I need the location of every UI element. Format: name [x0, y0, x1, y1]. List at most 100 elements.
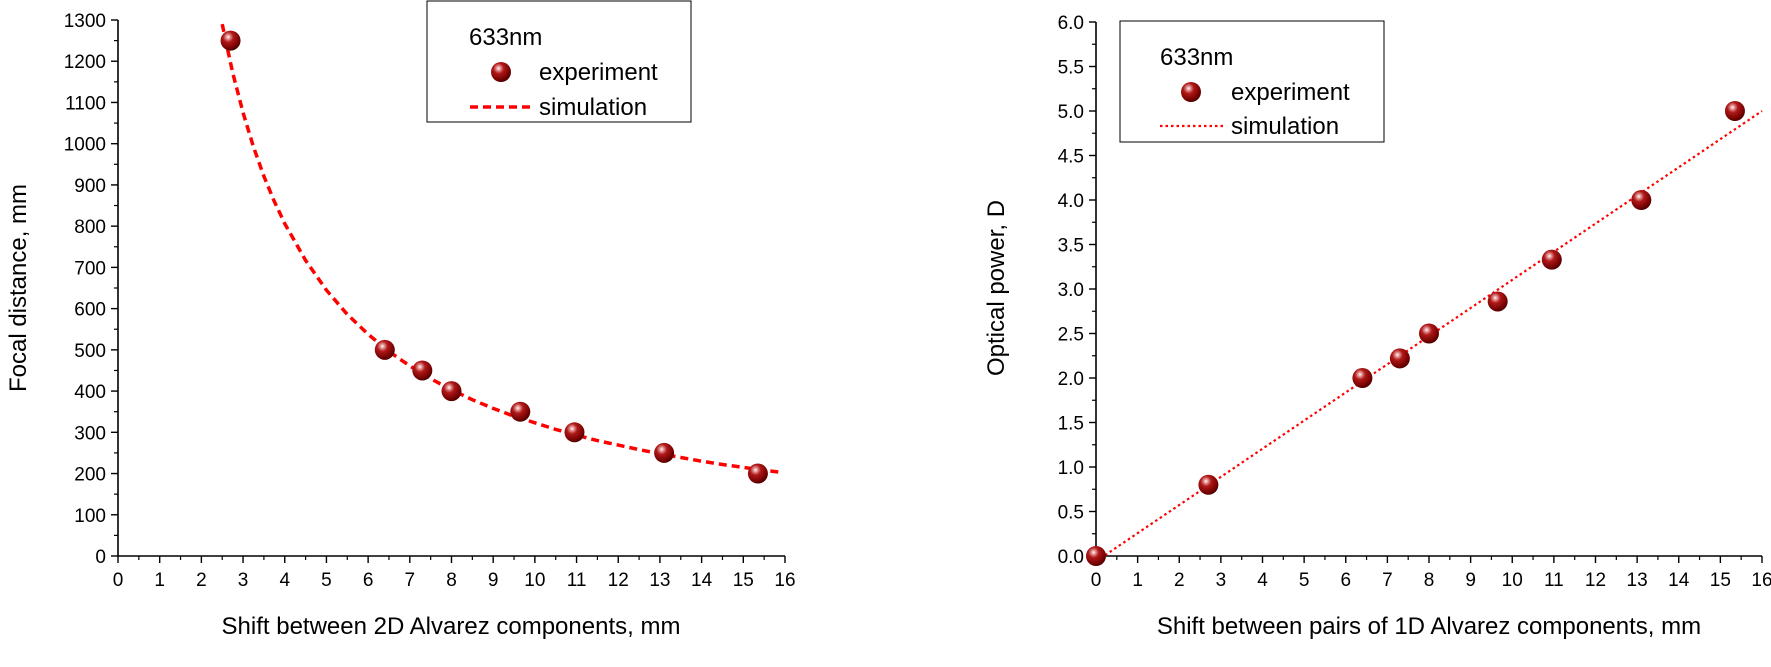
- experiment-point-right: [1198, 474, 1219, 495]
- experiment-point-right: [1352, 368, 1373, 388]
- experiment-point-left: [374, 339, 395, 360]
- experiment-point-right: [1419, 323, 1439, 344]
- x-tick-label-left: 9: [488, 570, 499, 591]
- y-tick-label-left: 900: [74, 176, 106, 197]
- x-tick-label-right: 14: [1668, 570, 1690, 591]
- x-tick-label-right: 3: [1216, 570, 1227, 591]
- y-tick-label-left: 500: [74, 341, 106, 362]
- x-axis-label-right: Shift between pairs of 1D Alvarez compon…: [1157, 613, 1701, 640]
- x-tick-label-right: 10: [1502, 570, 1523, 591]
- ticks-left: 0 1 2 3 4 5 6 7 8 9 10 11 12 13 14 15 160100200300400500…: [64, 11, 796, 591]
- y-tick-label-left: 1200: [64, 52, 106, 73]
- y-tick-label-left: 700: [74, 258, 106, 279]
- x-tick-label-left: 8: [446, 570, 457, 591]
- experiment-series-left: [220, 30, 768, 484]
- experiment-point-right: [1389, 348, 1410, 369]
- y-tick-label-right: 4.5: [1058, 147, 1084, 168]
- x-tick-label-left: 4: [279, 570, 290, 591]
- y-tick-label-right: 0.0: [1058, 547, 1084, 568]
- x-tick-label-left: 15: [733, 570, 754, 591]
- experiment-point-left: [412, 360, 433, 381]
- legend-label-simulation-right: simulation: [1231, 113, 1339, 140]
- x-tick-label-left: 14: [691, 570, 713, 591]
- experiment-point-right: [1724, 101, 1745, 121]
- y-tick-label-right: 2.0: [1058, 369, 1084, 390]
- legend-title-right: 633nm: [1160, 44, 1233, 71]
- legend-label-experiment-left: experiment: [539, 59, 658, 86]
- x-tick-label-left: 5: [321, 570, 332, 591]
- legend-marker-experiment-left: [491, 62, 511, 82]
- simulation-line-left: [220, 23, 782, 475]
- x-tick-label-right: 8: [1424, 570, 1435, 591]
- experiment-point-right: [1541, 249, 1562, 270]
- y-tick-label-left: 1000: [64, 135, 106, 156]
- y-tick-label-right: 3.0: [1058, 280, 1084, 301]
- y-tick-label-left: 0: [95, 547, 106, 568]
- experiment-point-left: [747, 463, 768, 484]
- y-tick-label-left: 100: [74, 506, 106, 527]
- x-tick-label-left: 0: [113, 570, 124, 591]
- legend-label-simulation-left: simulation: [539, 94, 647, 121]
- x-tick-label-left: 11: [567, 570, 587, 591]
- x-tick-label-right: 16: [1751, 570, 1771, 591]
- y-tick-label-right: 6.0: [1058, 13, 1084, 34]
- y-tick-label-left: 800: [74, 217, 106, 238]
- experiment-point-right: [1086, 546, 1106, 566]
- experiment-point-left: [564, 422, 585, 443]
- simulation-series-left: [220, 23, 782, 475]
- x-tick-label-right: 0: [1091, 570, 1102, 591]
- x-tick-label-right: 11: [1544, 570, 1564, 591]
- experiment-point-left: [441, 381, 462, 402]
- x-tick-label-right: 5: [1299, 570, 1310, 591]
- y-tick-label-right: 2.5: [1058, 325, 1084, 346]
- x-tick-label-left: 1: [154, 570, 165, 591]
- x-tick-label-right: 15: [1710, 570, 1731, 591]
- x-tick-label-left: 7: [405, 570, 416, 591]
- x-tick-label-left: 2: [196, 570, 207, 591]
- legend-right: 633nm experiment simulation: [1119, 20, 1385, 143]
- y-tick-label-right: 1.0: [1058, 458, 1084, 479]
- y-tick-label-left: 300: [74, 423, 106, 444]
- x-tick-label-right: 4: [1257, 570, 1268, 591]
- experiment-point-right: [1631, 190, 1652, 210]
- y-tick-label-right: 1.5: [1058, 414, 1084, 435]
- y-tick-label-left: 1100: [65, 93, 106, 114]
- experiment-point-left: [510, 401, 531, 422]
- x-tick-label-right: 9: [1465, 570, 1476, 591]
- x-tick-label-right: 6: [1340, 570, 1351, 591]
- y-tick-label-right: 4.0: [1058, 191, 1084, 212]
- y-tick-label-right: 0.5: [1058, 503, 1084, 524]
- ticks-right: 0 1 2 3 4 5 6 7 8 9 10 11 12 13 14 15 160.00.51.01.52.02…: [1058, 13, 1771, 591]
- legend-left: 633nm experiment simulation: [426, 0, 692, 123]
- legend-title-left: 633nm: [469, 24, 542, 51]
- x-tick-label-left: 16: [774, 570, 795, 591]
- chart-right: 0 1 2 3 4 5 6 7 8 9 10 11 12 13 14 15 160.00.51.01.52.02…: [983, 13, 1771, 640]
- y-tick-label-left: 1300: [64, 11, 106, 32]
- x-tick-label-right: 13: [1627, 570, 1648, 591]
- x-tick-label-right: 2: [1174, 570, 1185, 591]
- x-tick-label-right: 12: [1585, 570, 1606, 591]
- y-axis-label-left: Focal distance, mm: [5, 184, 32, 392]
- x-tick-label-left: 6: [363, 570, 374, 591]
- y-tick-label-right: 3.5: [1058, 236, 1084, 257]
- legend-box-left: [426, 0, 692, 123]
- x-tick-label-left: 10: [524, 570, 545, 591]
- y-tick-label-left: 200: [74, 465, 106, 486]
- x-tick-label-left: 13: [649, 570, 670, 591]
- chart-left: 0 1 2 3 4 5 6 7 8 9 10 11 12 13 14 15 160100200300400500…: [5, 0, 796, 640]
- y-tick-label-left: 400: [74, 382, 106, 403]
- experiment-point-left: [654, 442, 675, 463]
- x-tick-label-right: 7: [1382, 570, 1393, 591]
- y-tick-label-right: 5.0: [1058, 102, 1084, 123]
- experiment-point-left: [220, 30, 241, 51]
- x-tick-label-left: 3: [238, 570, 249, 591]
- x-tick-label-right: 1: [1132, 570, 1143, 591]
- y-tick-label-left: 600: [74, 300, 106, 321]
- y-axis-label-right: Optical power, D: [983, 200, 1010, 376]
- x-tick-label-left: 12: [608, 570, 629, 591]
- legend-marker-experiment-right: [1181, 82, 1201, 102]
- legend-box-right: [1119, 20, 1385, 143]
- x-axis-label-left: Shift between 2D Alvarez components, mm: [222, 613, 681, 640]
- legend-label-experiment-right: experiment: [1231, 79, 1350, 106]
